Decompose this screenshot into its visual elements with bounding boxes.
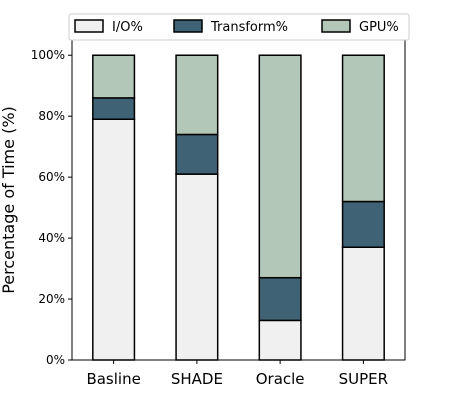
bar-segment-io-shade: [175, 173, 219, 361]
y-tick-label: 20%: [38, 292, 65, 306]
legend-swatch: [173, 19, 203, 33]
y-tick-label: 60%: [38, 170, 65, 184]
y-tick-label: 100%: [31, 48, 65, 62]
bar-segment-io-super: [341, 246, 385, 361]
bar-segment-transform-basline: [92, 97, 136, 120]
y-tick-label: 80%: [38, 109, 65, 123]
bars-group: [92, 54, 385, 361]
bar-segment-transform-shade: [175, 133, 219, 175]
x-tick-label: Basline: [86, 370, 140, 388]
legend-label: Transform%: [210, 20, 288, 35]
x-tick-label: Oracle: [256, 370, 305, 388]
x-tick-label: SHADE: [171, 370, 223, 388]
y-axis: 0% 20% 40% 60% 80% 100%: [31, 48, 72, 367]
legend-label: GPU%: [359, 20, 399, 35]
bar-segment-gpu-shade: [175, 54, 219, 136]
bar-segment-transform-super: [341, 200, 385, 248]
y-tick-label: 0%: [46, 353, 65, 367]
y-tick-label: 40%: [38, 231, 65, 245]
x-axis: Basline SHADE Oracle SUPER: [86, 360, 388, 388]
legend: I/O% Transform% GPU%: [68, 13, 410, 41]
bar-segment-io-oracle: [258, 319, 302, 361]
legend-swatch: [321, 19, 351, 33]
bar-segment-gpu-oracle: [258, 54, 302, 279]
x-tick-label: SUPER: [339, 370, 388, 388]
bar-segment-gpu-super: [341, 54, 385, 203]
legend-swatch: [74, 19, 104, 33]
bar-segment-gpu-basline: [92, 54, 136, 99]
bar-segment-transform-oracle: [258, 276, 302, 322]
y-axis-title: Percentage of Time (%): [0, 106, 18, 294]
bar-segment-io-basline: [92, 118, 136, 361]
legend-label: I/O%: [112, 20, 143, 35]
